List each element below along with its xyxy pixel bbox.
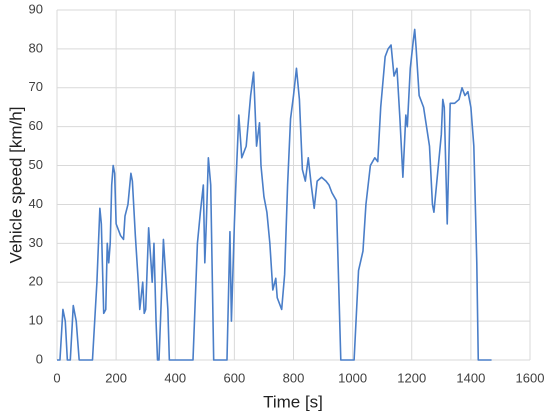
y-tick-label: 30 [29, 235, 43, 250]
x-tick-label: 1400 [456, 370, 485, 385]
x-tick-label: 0 [53, 370, 60, 385]
x-tick-label: 800 [283, 370, 305, 385]
y-tick-label: 40 [29, 196, 43, 211]
y-tick-label: 10 [29, 313, 43, 328]
y-tick-label: 20 [29, 274, 43, 289]
x-tick-label: 400 [164, 370, 186, 385]
speed-line [57, 28, 492, 361]
y-tick-label: 90 [29, 1, 43, 16]
x-tick-label: 600 [224, 370, 246, 385]
y-axis-title: Vehicle speed [km/h] [6, 107, 25, 264]
x-tick-label: 200 [105, 370, 127, 385]
y-tick-label: 60 [29, 118, 43, 133]
x-tick-label: 1600 [516, 370, 545, 385]
x-tick-label: 1200 [397, 370, 426, 385]
y-tick-label: 50 [29, 157, 43, 172]
y-tick-label: 0 [36, 351, 43, 366]
x-axis-title: Time [s] [263, 392, 323, 411]
y-tick-label: 70 [29, 79, 43, 94]
y-tick-label: 80 [29, 40, 43, 55]
x-tick-label: 1000 [338, 370, 367, 385]
